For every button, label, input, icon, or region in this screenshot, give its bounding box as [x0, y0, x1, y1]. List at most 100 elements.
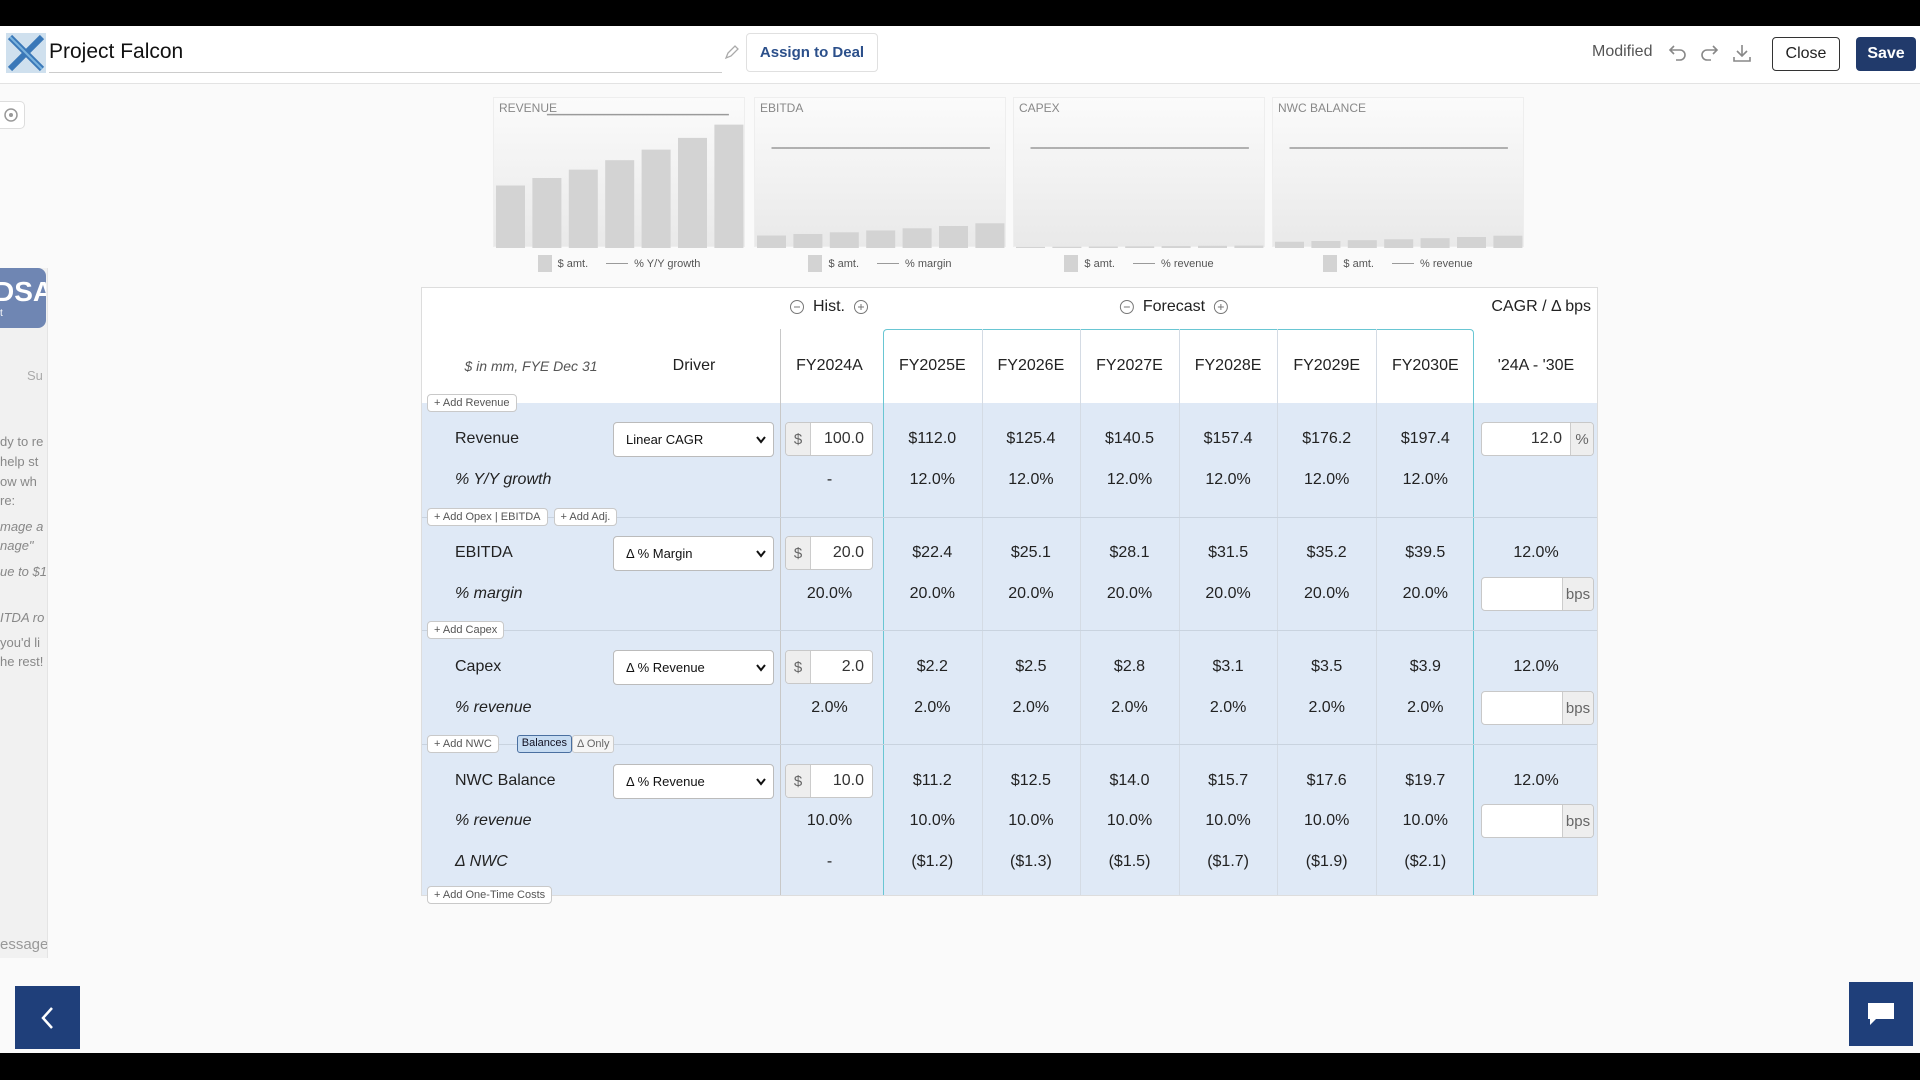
cagr-input[interactable]: bps	[1481, 804, 1594, 838]
input-unit: $	[786, 423, 811, 455]
bar	[641, 149, 671, 248]
forecast-cell: $25.1	[1010, 544, 1051, 561]
row-label: % Y/Y growth	[455, 471, 552, 488]
driver-select[interactable]: Linear CAGR	[613, 422, 774, 457]
download-icon[interactable]	[1731, 42, 1753, 64]
driver-value: Δ % Margin	[626, 546, 693, 561]
cagr-input[interactable]: bps	[1481, 691, 1594, 725]
collapse-icon[interactable]	[1119, 299, 1135, 315]
hist-cell: -	[826, 853, 833, 870]
header: Project Falcon Assign to Deal Modified C…	[0, 26, 1920, 84]
bar	[1198, 245, 1227, 248]
chevron	[756, 778, 766, 786]
forecast-cell: $3.5	[1311, 658, 1343, 675]
forecast-cell: 2.0%	[1111, 699, 1148, 716]
row-label: % revenue	[455, 812, 532, 829]
forecast-cell: $31.5	[1208, 544, 1249, 561]
hist-cell: 2.0%	[811, 699, 848, 716]
forecast-cell: ($1.9)	[1305, 853, 1348, 870]
forecast-cell: 10.0%	[1205, 812, 1251, 829]
settings-tab[interactable]	[0, 101, 25, 129]
driver-select[interactable]: Δ % Revenue	[613, 764, 774, 799]
add-button[interactable]: + Add Revenue	[427, 394, 517, 412]
add-button[interactable]: + Add Adj.	[553, 508, 618, 526]
forecast-cell: 12.0%	[1205, 471, 1251, 488]
forecast-cell: 2.0%	[914, 699, 951, 716]
sidebar-text: ue to $1	[0, 564, 47, 579]
forecast-cell: 2.0%	[1407, 699, 1444, 716]
bar	[1347, 240, 1377, 248]
add-button-label: Add NWC	[442, 738, 492, 750]
column-divider	[981, 329, 983, 895]
cagr-input[interactable]: 12.0%	[1481, 422, 1594, 456]
cagr-cell: 12.0%	[1513, 658, 1559, 675]
forecast-cell: $2.5	[1015, 658, 1047, 675]
forecast-cell: 10.0%	[1008, 812, 1054, 829]
save-button[interactable]: Save	[1856, 37, 1916, 71]
input-unit: $	[786, 537, 811, 569]
bar	[939, 226, 968, 248]
column-divider	[1080, 329, 1082, 895]
assign-button[interactable]: Assign to Deal	[746, 33, 878, 72]
undo-icon[interactable]	[1667, 42, 1689, 64]
column-header: FY2025E	[898, 357, 966, 374]
legend-swatch	[1323, 255, 1338, 272]
hist-divider	[780, 329, 781, 895]
forecast-cell: $197.4	[1400, 430, 1450, 447]
mini-chart-plot	[1016, 147, 1264, 248]
cagr-input-unit: bps	[1562, 578, 1593, 610]
row-label: EBITDA	[455, 544, 513, 561]
value-input[interactable]: $2.0	[785, 650, 873, 684]
value-input[interactable]: $100.0	[785, 422, 873, 456]
toggle-option[interactable]: Δ Only	[572, 735, 615, 753]
value-input[interactable]: $10.0	[785, 764, 873, 798]
close-button[interactable]: Close	[1772, 37, 1840, 71]
bar	[532, 178, 562, 248]
mini-chart-title: EBITDA	[760, 101, 804, 115]
toggle-option[interactable]: Balances	[516, 735, 573, 753]
section-divider	[422, 517, 1597, 518]
forecast-cell: $11.2	[912, 772, 952, 789]
group-label: Forecast	[1142, 298, 1206, 315]
chat-button[interactable]	[1849, 982, 1913, 1046]
forecast-cell: 10.0%	[909, 812, 955, 829]
edit-icon[interactable]	[724, 44, 740, 60]
forecast-cell: $12.5	[1010, 772, 1051, 789]
row-label: Revenue	[455, 430, 520, 447]
add-button[interactable]: + Add One-Time Costs	[427, 886, 553, 904]
driver-select[interactable]: Δ % Revenue	[613, 650, 774, 685]
sidebar-tab[interactable]: Su	[27, 368, 43, 383]
expand-icon[interactable]	[853, 299, 869, 315]
expand-icon[interactable]	[1213, 299, 1229, 315]
driver-select[interactable]: Δ % Margin	[613, 536, 774, 571]
add-button[interactable]: + Add Capex	[427, 621, 505, 639]
cagr-input[interactable]: bps	[1481, 577, 1594, 611]
mini-chart: EBITDA	[754, 97, 1006, 248]
legend-label: $ amt.	[557, 257, 589, 270]
column-header: Driver	[672, 357, 716, 374]
value-input[interactable]: $20.0	[785, 536, 873, 570]
project-title[interactable]: Project Falcon	[49, 40, 184, 63]
collapse-button[interactable]	[15, 986, 80, 1049]
collapse-icon[interactable]	[789, 299, 805, 315]
logo-text: DSA	[0, 276, 46, 307]
forecast-cell: ($1.5)	[1108, 853, 1151, 870]
add-button[interactable]: + Add NWC	[427, 735, 499, 753]
column-header: $ in mm, FYE Dec 31	[464, 358, 598, 374]
input-unit: $	[786, 765, 811, 797]
row-label: % margin	[455, 585, 523, 602]
column-header: FY2028E	[1194, 357, 1262, 374]
forecast-cell: $2.2	[916, 658, 948, 675]
message-placeholder[interactable]: essage	[0, 936, 48, 953]
title-underline	[49, 72, 722, 73]
input-value: 2.0	[841, 658, 864, 675]
sidebar-text: you'd li	[0, 635, 41, 650]
legend-label: % revenue	[1160, 257, 1214, 270]
cagr-cell: 12.0%	[1513, 772, 1559, 789]
add-button[interactable]: + Add Opex | EBITDA	[427, 508, 548, 526]
mini-chart: NWC BALANCE	[1272, 97, 1524, 248]
redo-icon[interactable]	[1698, 42, 1720, 64]
column-header: '24A - '30E	[1497, 357, 1575, 374]
forecast-cell: $125.4	[1006, 430, 1056, 447]
driver-value: Linear CAGR	[626, 432, 704, 447]
